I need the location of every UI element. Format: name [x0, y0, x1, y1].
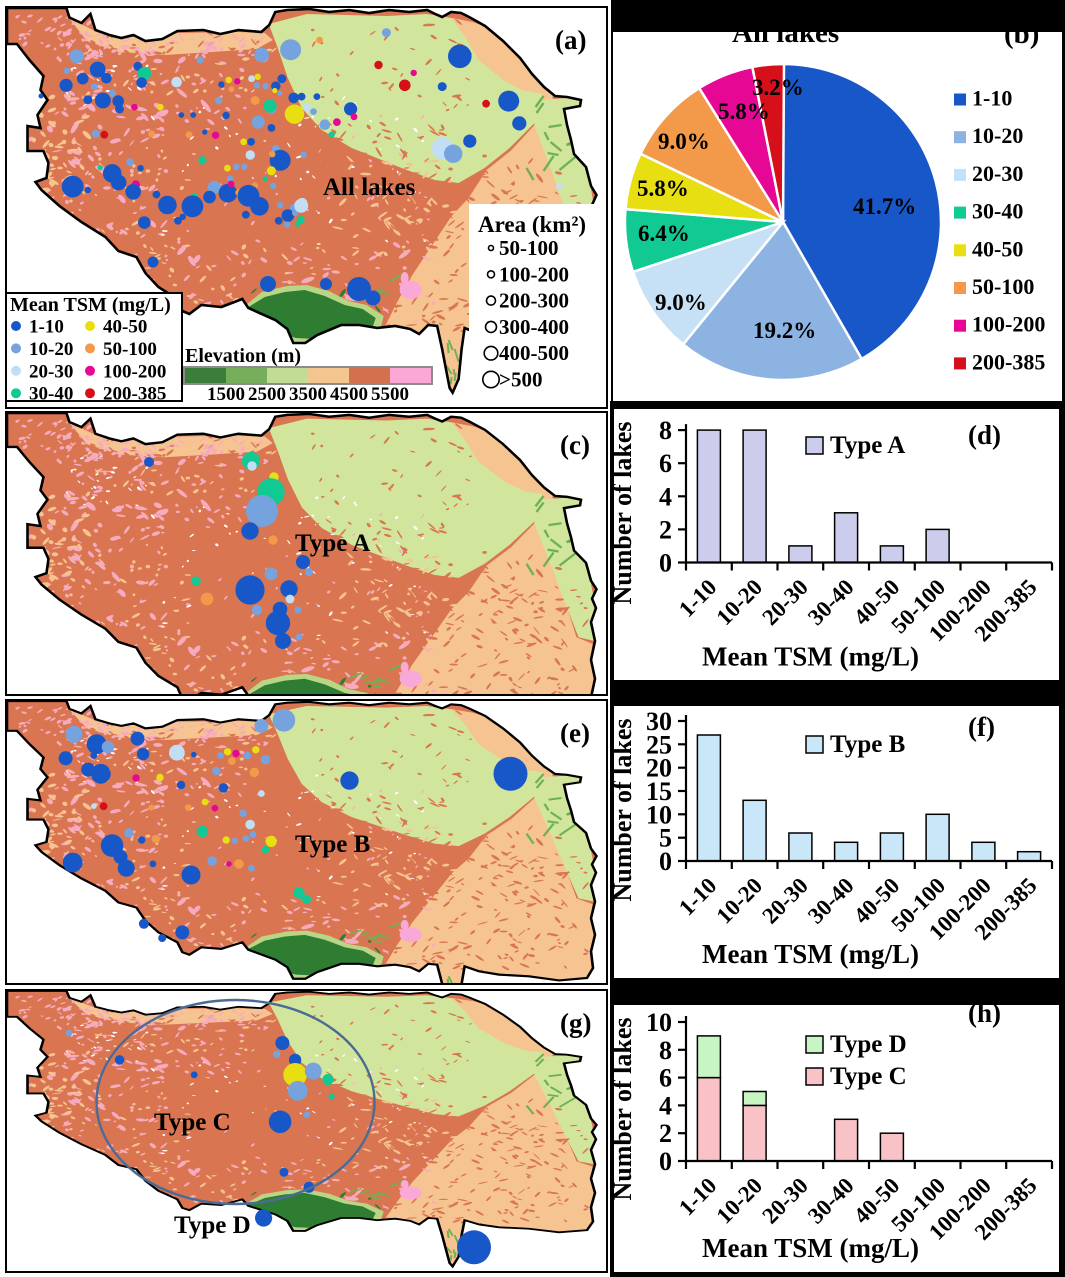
svg-text:200-385: 200-385 [972, 349, 1045, 374]
svg-text:5.8%: 5.8% [718, 99, 770, 124]
svg-text:5500: 5500 [371, 384, 409, 404]
svg-text:0: 0 [659, 548, 672, 577]
svg-text:Type C: Type C [830, 1063, 907, 1090]
svg-text:2500: 2500 [248, 384, 286, 404]
svg-text:10: 10 [646, 1008, 672, 1037]
svg-text:2: 2 [659, 1119, 672, 1148]
svg-text:30-40: 30-40 [29, 383, 73, 404]
svg-text:40-50: 40-50 [103, 316, 147, 337]
svg-text:Number of lakes: Number of lakes [614, 421, 637, 604]
svg-text:100-200: 100-200 [103, 361, 166, 382]
svg-text:Number of lakes: Number of lakes [614, 1018, 637, 1201]
svg-text:20-30: 20-30 [757, 873, 813, 929]
svg-text:8: 8 [659, 1036, 672, 1065]
svg-text:4500: 4500 [330, 384, 368, 404]
svg-text:9.0%: 9.0% [655, 290, 707, 315]
svg-text:30: 30 [646, 707, 672, 736]
svg-text:5: 5 [659, 824, 672, 853]
svg-text:Type A: Type A [830, 432, 905, 459]
svg-text:10-20: 10-20 [712, 1173, 768, 1229]
svg-text:10-20: 10-20 [972, 123, 1023, 148]
svg-text:30-40: 30-40 [803, 873, 859, 929]
svg-text:Type D: Type D [830, 1031, 907, 1058]
svg-text:Type B: Type B [830, 731, 905, 758]
svg-text:200-300: 200-300 [499, 288, 569, 312]
svg-text:40-50: 40-50 [972, 236, 1023, 261]
svg-text:10-20: 10-20 [712, 574, 768, 630]
svg-text:41.7%: 41.7% [853, 194, 916, 219]
svg-text:19.2%: 19.2% [753, 318, 816, 343]
svg-text:>500: >500 [499, 367, 542, 391]
svg-text:Mean TSM (mg/L): Mean TSM (mg/L) [10, 294, 171, 316]
svg-text:10-20: 10-20 [712, 873, 768, 929]
svg-text:5.8%: 5.8% [637, 176, 689, 201]
svg-text:20-30: 20-30 [757, 574, 813, 630]
svg-text:300-400: 300-400 [499, 314, 569, 338]
svg-text:15: 15 [646, 777, 672, 806]
svg-text:20-30: 20-30 [972, 161, 1023, 186]
svg-text:Mean TSM (mg/L): Mean TSM (mg/L) [702, 1233, 919, 1263]
svg-text:100-200: 100-200 [972, 312, 1045, 337]
svg-text:25: 25 [646, 730, 672, 759]
svg-text:10: 10 [646, 800, 672, 829]
svg-text:1-10: 1-10 [29, 316, 64, 337]
svg-text:Mean TSM (mg/L): Mean TSM (mg/L) [702, 641, 919, 671]
svg-text:2: 2 [659, 515, 672, 544]
svg-text:6: 6 [659, 1064, 672, 1093]
svg-text:(d): (d) [968, 420, 1001, 450]
svg-text:50-100: 50-100 [972, 274, 1034, 299]
svg-text:Number of lakes: Number of lakes [614, 719, 637, 902]
svg-text:Mean TSM (mg/L): Mean TSM (mg/L) [702, 939, 919, 969]
svg-text:4: 4 [659, 1091, 672, 1120]
svg-text:3500: 3500 [289, 384, 327, 404]
svg-text:(h): (h) [968, 1005, 1001, 1028]
svg-text:30-40: 30-40 [803, 1173, 859, 1229]
svg-text:30-40: 30-40 [803, 574, 859, 630]
svg-text:10-20: 10-20 [29, 338, 73, 359]
svg-text:6: 6 [659, 449, 672, 478]
svg-text:4: 4 [659, 482, 672, 511]
svg-text:100-200: 100-200 [499, 262, 569, 286]
svg-text:6.4%: 6.4% [638, 221, 690, 246]
svg-text:0: 0 [659, 847, 672, 876]
svg-text:1500: 1500 [207, 384, 245, 404]
svg-text:8: 8 [659, 416, 672, 445]
svg-text:200-385: 200-385 [103, 383, 166, 404]
svg-text:Elevation (m): Elevation (m) [185, 348, 301, 367]
svg-text:20-30: 20-30 [29, 361, 73, 382]
svg-text:20-30: 20-30 [757, 1173, 813, 1229]
svg-text:Area (km²): Area (km²) [478, 212, 586, 237]
svg-text:20: 20 [646, 754, 672, 783]
svg-text:9.0%: 9.0% [658, 129, 710, 154]
svg-text:50-100: 50-100 [103, 338, 157, 359]
svg-text:50-100: 50-100 [499, 236, 559, 260]
svg-text:1-10: 1-10 [972, 86, 1012, 111]
svg-text:30-40: 30-40 [972, 199, 1023, 224]
svg-text:0: 0 [659, 1147, 672, 1176]
svg-text:3.2%: 3.2% [752, 75, 804, 100]
svg-text:400-500: 400-500 [499, 341, 569, 365]
svg-text:(f): (f) [968, 712, 995, 742]
